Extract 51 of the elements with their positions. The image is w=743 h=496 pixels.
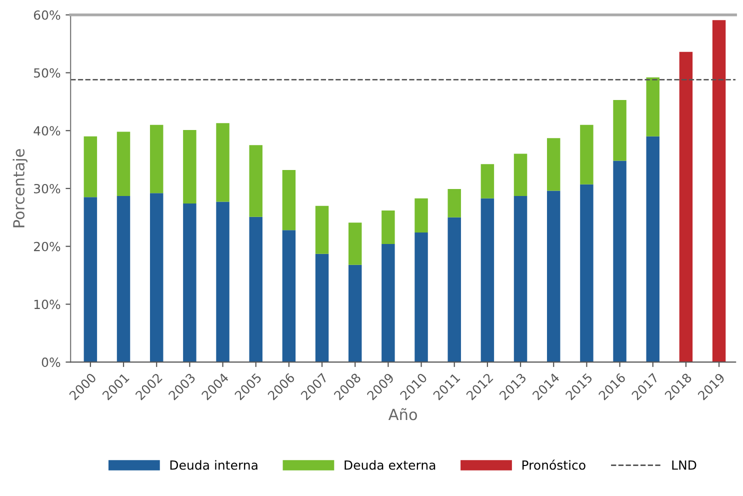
y-tick-label: 0% (42, 358, 60, 368)
bar (514, 196, 528, 362)
bar (150, 193, 164, 362)
legend-label: Deuda externa (344, 460, 436, 470)
bar (414, 232, 428, 362)
bar (348, 222, 362, 265)
bar (183, 130, 196, 204)
legend-label: LND (672, 460, 696, 470)
bar (580, 184, 594, 362)
bar (580, 124, 594, 184)
bar (315, 254, 329, 362)
bar (116, 132, 130, 196)
bar (679, 52, 693, 362)
bar (646, 136, 660, 362)
y-tick-label: 50% (34, 68, 60, 78)
bar (480, 198, 494, 362)
y-tick-label: 10% (34, 300, 60, 310)
bar (249, 216, 262, 362)
bar (282, 230, 296, 362)
x-axis-title: Año (388, 408, 417, 420)
bar (514, 154, 528, 196)
legend-label: Pronóstico (522, 460, 586, 470)
bar (116, 196, 130, 362)
legend-label: Deuda interna (170, 460, 258, 470)
bar (84, 136, 98, 198)
y-tick-label: 30% (34, 184, 60, 194)
bar (216, 202, 230, 362)
y-tick-label: 60% (34, 10, 60, 20)
bar (315, 206, 329, 254)
bar (382, 210, 395, 244)
bar (613, 100, 626, 161)
bar (216, 123, 230, 202)
bar (546, 138, 560, 191)
bar (448, 189, 461, 218)
bar (414, 198, 428, 232)
y-tick-label: 40% (34, 126, 60, 136)
bar (348, 264, 362, 362)
bar (448, 217, 461, 362)
y-axis-title: Porcentaje (12, 149, 28, 228)
bar (150, 124, 164, 194)
bar (712, 20, 726, 362)
bar (282, 170, 296, 230)
bar (613, 160, 626, 362)
bar (382, 244, 395, 362)
bar (249, 145, 262, 217)
bar (480, 164, 494, 198)
bar (546, 190, 560, 362)
bar (84, 197, 98, 362)
bar (183, 204, 196, 362)
bar (646, 77, 660, 136)
y-tick-label: 20% (34, 242, 60, 252)
